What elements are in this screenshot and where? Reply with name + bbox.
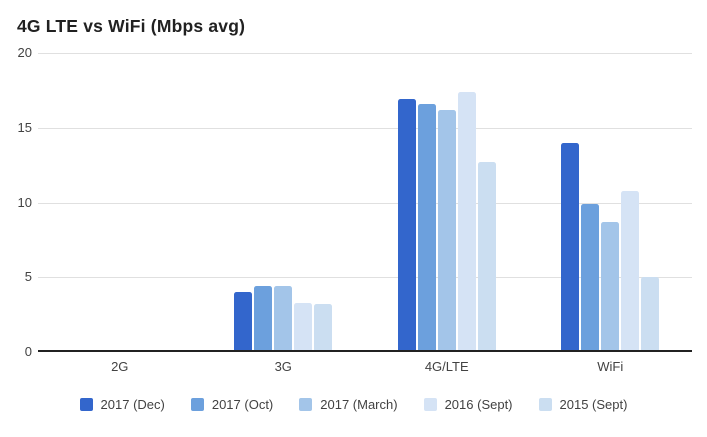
bar-group-2g — [38, 53, 202, 352]
legend-item-2017-dec: 2017 (Dec) — [79, 397, 165, 412]
bar-2017-march-wifi[interactable] — [601, 221, 620, 352]
bar-2016-sept-4g-lte[interactable] — [457, 91, 476, 352]
gridline-y-10 — [38, 202, 692, 204]
legend-label: 2015 (Sept) — [559, 397, 628, 412]
legend-label: 2017 (March) — [320, 397, 398, 412]
bar-group-3g — [202, 53, 366, 352]
legend-item-2016-sept: 2016 (Sept) — [423, 397, 513, 412]
gridline-y-5 — [38, 277, 692, 279]
bar-2017-oct-3g[interactable] — [254, 286, 273, 352]
x-axis-label-4g-lte: 4G/LTE — [424, 359, 469, 374]
legend-label: 2016 (Sept) — [444, 397, 513, 412]
x-axis-label-2g: 2G — [111, 359, 129, 374]
y-tick-label-10: 10 — [17, 194, 32, 210]
bar-group-wifi — [529, 53, 693, 352]
bar-2017-dec-wifi[interactable] — [561, 142, 580, 352]
bar-2017-march-4g-lte[interactable] — [437, 109, 456, 352]
legend-swatch-icon — [299, 398, 313, 411]
y-tick-label-5: 5 — [24, 269, 32, 285]
legend-label: 2017 (Dec) — [100, 397, 165, 412]
legend-item-2015-sept: 2015 (Sept) — [538, 397, 628, 412]
plot-area: 2G 3G 4G/LTE WiFi 0 5 10 15 20 — [18, 45, 692, 374]
bar-2015-sept-4g-lte[interactable] — [477, 162, 496, 352]
gridline-y-15 — [38, 127, 692, 129]
legend-label: 2017 (Oct) — [211, 397, 274, 412]
x-axis-label-3g: 3G — [274, 359, 292, 374]
y-tick-label-0: 0 — [24, 344, 32, 359]
bar-group-4g-lte — [365, 53, 529, 352]
bar-2017-dec-4g-lte[interactable] — [397, 99, 416, 352]
legend-swatch-icon — [190, 398, 204, 411]
gridline-y-20 — [38, 53, 692, 54]
y-tick-label-20: 20 — [17, 45, 32, 60]
legend-swatch-icon — [423, 398, 437, 411]
bar-2017-oct-4g-lte[interactable] — [417, 103, 436, 352]
bar-2017-oct-wifi[interactable] — [581, 204, 600, 352]
legend: 2017 (Dec) 2017 (Oct) 2017 (March) 2016 (Se… — [0, 397, 707, 412]
y-tick-label-15: 15 — [17, 119, 32, 135]
bar-2016-sept-wifi[interactable] — [621, 190, 640, 352]
bar-2017-march-3g[interactable] — [274, 286, 293, 352]
chart-title: 4G LTE vs WiFi (Mbps avg) — [17, 16, 246, 36]
x-axis-line — [38, 350, 692, 352]
x-axis-label-wifi: WiFi — [597, 359, 624, 374]
legend-item-2017-march: 2017 (March) — [299, 397, 398, 412]
bar-2015-sept-3g[interactable] — [314, 304, 333, 352]
x-axis-labels: 2G 3G 4G/LTE WiFi — [38, 359, 692, 374]
bar-2017-dec-3g[interactable] — [234, 292, 253, 352]
legend-swatch-icon — [538, 398, 552, 411]
bar-2015-sept-wifi[interactable] — [641, 277, 660, 352]
bar-2016-sept-3g[interactable] — [294, 302, 313, 352]
legend-swatch-icon — [79, 398, 93, 411]
legend-item-2017-oct: 2017 (Oct) — [190, 397, 274, 412]
bar-groups — [38, 53, 692, 352]
